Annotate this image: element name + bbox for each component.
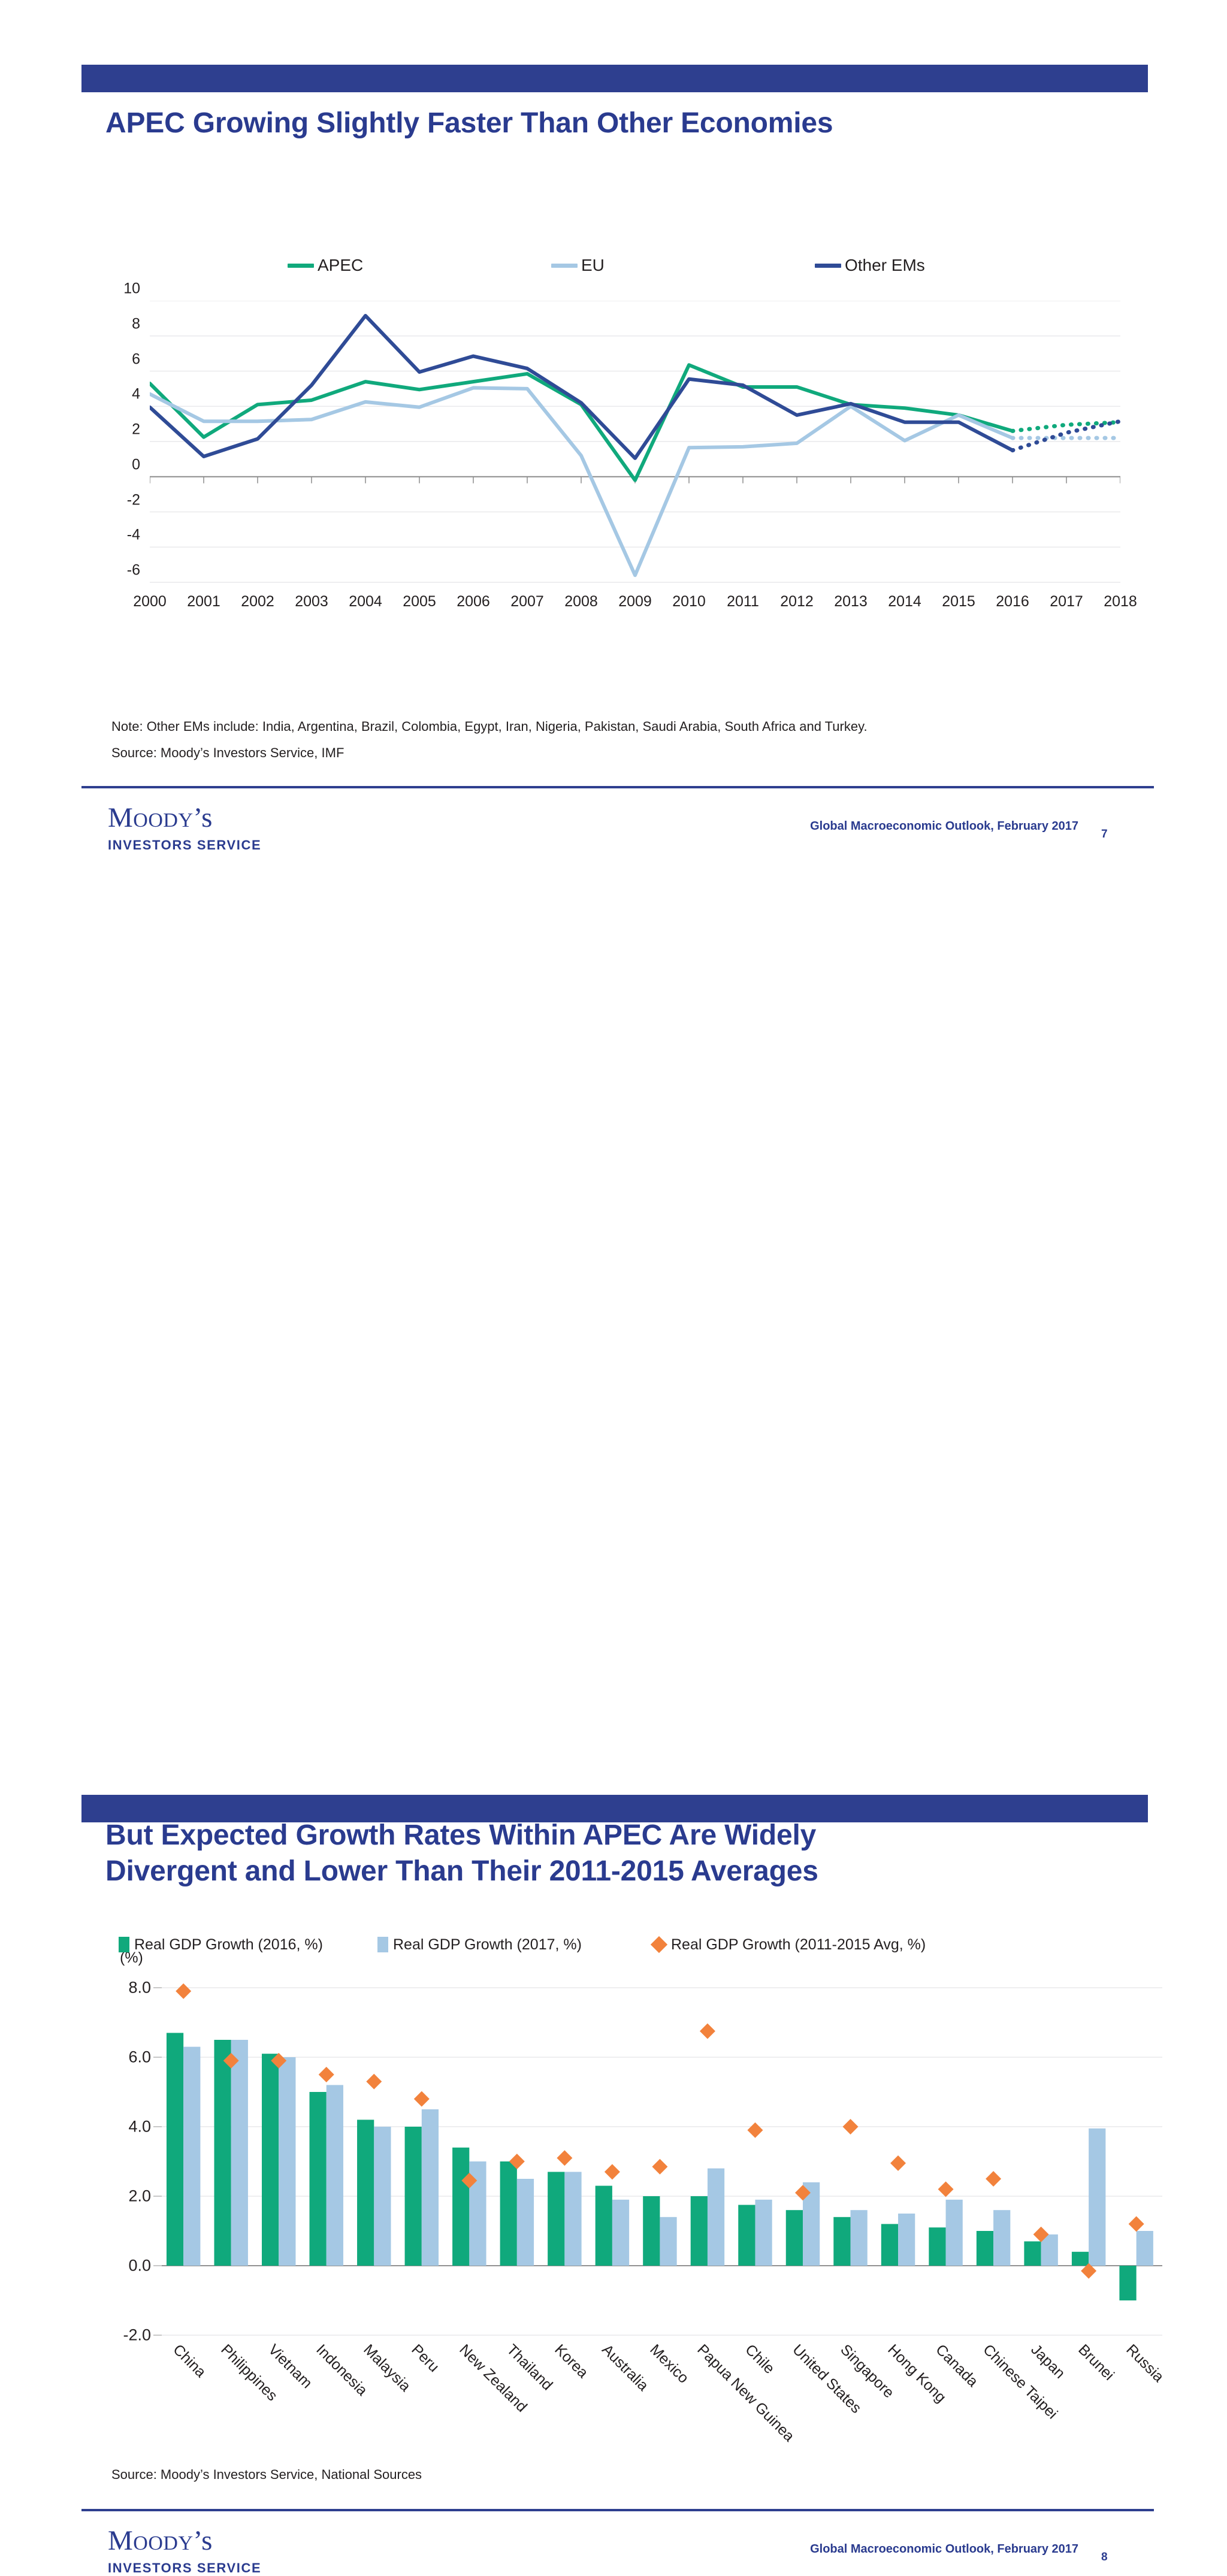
chart1-y-tick: 10 — [123, 280, 140, 297]
chart1-x-tick: 2004 — [349, 593, 382, 610]
chart1-y-tick: 8 — [132, 315, 140, 332]
chart1-y-tick: 4 — [132, 385, 140, 403]
slide-7: APEC Growing Slightly Faster Than Other … — [0, 0, 1227, 867]
chart1-x-tick: 2014 — [888, 593, 921, 610]
legend-label: Real GDP Growth (2017, %) — [393, 1936, 582, 1953]
chart1-x-tick: 2016 — [996, 593, 1029, 610]
chart2-x-tick: Indonesia — [313, 2341, 371, 2399]
chart1-note: Note: Other EMs include: India, Argentin… — [111, 719, 868, 734]
bar-chart-apec-gdp-growth: (%) Real GDP Growth (2016, %) Real GDP Gr… — [90, 1922, 1167, 2461]
chart1-x-tick: 2017 — [1050, 593, 1083, 610]
chart2-x-axis: China Philippines Vietnam Indonesia Malaysia… — [162, 2341, 1167, 2449]
legend-diamond-marker — [650, 1936, 668, 1954]
chart1-x-tick: 2015 — [942, 593, 975, 610]
page-title-line-2: Divergent and Lower Than Their 2011-2015… — [105, 1855, 818, 1887]
chart1-x-tick: 2018 — [1104, 593, 1137, 610]
footer-divider-2 — [81, 2509, 1154, 2511]
logo-primary-text-2: MOODY’s — [108, 2525, 213, 2556]
legend-label: EU — [581, 256, 605, 274]
chart2-svg — [153, 1983, 1162, 2336]
chart1-legend-item-eu[interactable]: EU — [551, 252, 605, 279]
chart2-x-tick: Peru — [408, 2341, 443, 2376]
chart2-source: Source: Moody’s Investors Service, Natio… — [111, 2467, 422, 2482]
legend-label: Real GDP Growth (2011-2015 Avg, %) — [671, 1936, 926, 1953]
chart1-x-tick: 2007 — [510, 593, 544, 610]
chart1-y-tick: -6 — [126, 561, 140, 579]
logo-secondary-text-2: INVESTORS SERVICE — [108, 2560, 262, 2575]
chart2-y-tick: 8.0 — [128, 1978, 151, 1997]
chart1-x-tick: 2009 — [618, 593, 652, 610]
logo-secondary-text: INVESTORS SERVICE — [108, 837, 262, 852]
chart2-legend: Real GDP Growth (2016, %) Real GDP Growth… — [90, 1933, 1108, 1957]
chart1-x-tick: 2003 — [295, 593, 328, 610]
chart1-x-tick: 2006 — [457, 593, 490, 610]
chart1-legend-item-other-ems[interactable]: Other EMs — [815, 252, 925, 279]
chart1-x-tick: 2012 — [780, 593, 814, 610]
chart1-y-tick: 2 — [132, 421, 140, 438]
slide-8: But Expected Growth Rates Within APEC Ar… — [0, 867, 1227, 2575]
footer-page-number-1: 7 — [1101, 828, 1108, 840]
chart2-x-tick: Mexico — [646, 2341, 692, 2387]
chart2-y-axis: 8.0 6.0 4.0 2.0 0.0 -2.0 — [90, 1979, 157, 2344]
chart1-legend-item-apec[interactable]: APEC — [288, 252, 363, 279]
chart1-y-tick: 0 — [132, 456, 140, 473]
chart2-x-tick: Chile — [741, 2341, 778, 2378]
chart2-legend-item-2[interactable]: Real GDP Growth (2011-2015 Avg, %) — [650, 1933, 926, 1957]
chart1-y-tick: -4 — [126, 526, 140, 543]
legend-square-swatch — [119, 1937, 129, 1952]
chart1-y-tick: 6 — [132, 350, 140, 367]
slide-header-bar — [81, 65, 1148, 92]
chart2-x-tick: China — [170, 2341, 210, 2381]
chart2-x-tick: Brunei — [1075, 2341, 1118, 2384]
chart2-y-tick: 4.0 — [128, 2117, 151, 2136]
footer-page-number-2: 8 — [1101, 2551, 1108, 2563]
chart1-x-axis: 2000 2001 2002 2003 2004 2005 2006 2007 2008 2009… — [133, 593, 1137, 619]
chart1-x-tick: 2000 — [133, 593, 167, 610]
page-title-2: But Expected Growth Rates Within APEC Ar… — [105, 1818, 1160, 1889]
moodys-logo-1: MOODY’s INVESTORS SERVICE — [108, 803, 300, 853]
chart1-legend: APEC EU Other EMs — [288, 252, 1066, 279]
chart2-y-tick: 6.0 — [128, 2048, 151, 2066]
legend-square-swatch — [377, 1937, 388, 1952]
legend-line-swatch — [288, 263, 314, 268]
chart1-x-tick: 2013 — [834, 593, 868, 610]
logo-primary-text: MOODY’s — [108, 802, 213, 833]
chart1-x-tick: 2002 — [241, 593, 274, 610]
chart1-plot-area — [150, 301, 1120, 583]
legend-label: Real GDP Growth (2016, %) — [134, 1936, 323, 1953]
chart1-y-axis: 10 8 6 4 2 0 -2 -4 -6 — [90, 280, 145, 600]
chart1-x-tick: 2001 — [187, 593, 220, 610]
footer-doc-title-2: Global Macroeconomic Outlook, February 2… — [810, 2542, 1078, 2556]
chart2-legend-item-1[interactable]: Real GDP Growth (2017, %) — [377, 1933, 582, 1957]
chart2-plot-area — [153, 1983, 1162, 2336]
legend-line-swatch — [551, 263, 578, 268]
legend-label: APEC — [318, 256, 364, 274]
chart2-y-tick: -2.0 — [123, 2326, 151, 2344]
chart2-x-tick: Russia — [1123, 2341, 1167, 2385]
line-chart-apec-growth: APEC EU Other EMs 10 8 6 4 2 0 -2 -4 -6 2000 2001 20… — [90, 252, 1144, 695]
chart2-legend-item-0[interactable]: Real GDP Growth (2016, %) — [119, 1933, 323, 1957]
chart2-x-tick: Canada — [932, 2341, 981, 2390]
page-title: APEC Growing Slightly Faster Than Other … — [105, 107, 833, 139]
chart2-x-tick: Australia — [599, 2341, 652, 2394]
chart2-x-tick: Korea — [551, 2341, 591, 2381]
chart2-y-tick: 2.0 — [128, 2187, 151, 2205]
legend-label: Other EMs — [845, 256, 925, 274]
chart1-source: Source: Moody’s Investors Service, IMF — [111, 745, 344, 760]
legend-line-swatch — [815, 263, 841, 268]
chart1-x-tick: 2010 — [672, 593, 706, 610]
moodys-logo-2: MOODY’s INVESTORS SERVICE — [108, 2526, 300, 2576]
footer-divider-1 — [81, 786, 1154, 788]
chart1-y-tick: -2 — [126, 491, 140, 508]
chart1-x-tick: 2005 — [403, 593, 436, 610]
chart1-x-tick: 2008 — [564, 593, 598, 610]
page-title-line-1: But Expected Growth Rates Within APEC Ar… — [105, 1819, 817, 1851]
chart1-x-tick: 2011 — [727, 593, 759, 610]
chart1-svg — [150, 301, 1120, 583]
chart2-x-tick: Japan — [1027, 2341, 1068, 2382]
footer-doc-title-1: Global Macroeconomic Outlook, February 2… — [810, 820, 1078, 833]
chart2-y-tick: 0.0 — [128, 2256, 151, 2275]
